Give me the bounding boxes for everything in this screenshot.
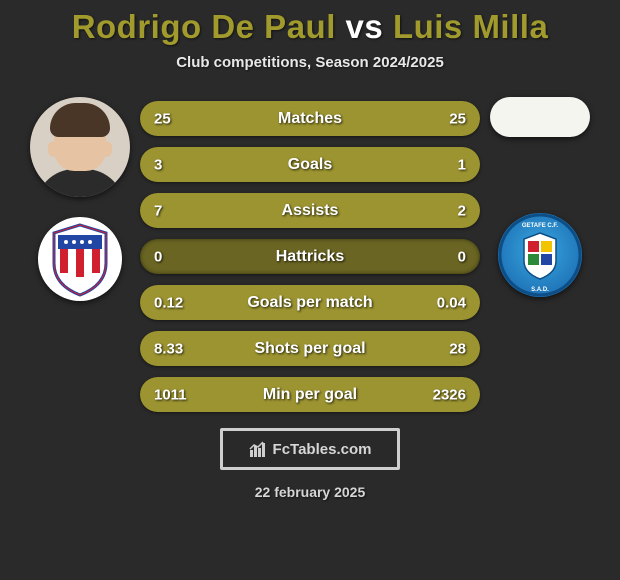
stat-label: Shots per goal — [254, 340, 365, 358]
stat-value-left: 3 — [154, 156, 162, 173]
right-column: GETAFE C.F. S.A.D. — [480, 89, 600, 412]
stat-label: Min per goal — [263, 386, 357, 404]
stat-value-right: 2 — [458, 202, 466, 219]
left-column — [20, 89, 140, 412]
stat-label: Matches — [278, 110, 342, 128]
stat-bar: 0 0 Hattricks — [140, 239, 480, 274]
stat-bar: 3 1 Goals — [140, 147, 480, 182]
svg-text:S.A.D.: S.A.D. — [531, 287, 549, 293]
stat-value-right: 0.04 — [437, 294, 466, 311]
page-title: Rodrigo De Paul vs Luis Milla — [72, 8, 549, 46]
player1-avatar — [30, 97, 130, 197]
stats-column: 25 25 Matches 3 1 Goals 7 2 Assists 0 0 Hattricks 0.… — [140, 89, 480, 412]
stat-bar: 25 25 Matches — [140, 101, 480, 136]
stat-value-left: 25 — [154, 110, 171, 127]
stat-value-right: 1 — [458, 156, 466, 173]
watermark-text: FcTables.com — [273, 441, 372, 458]
stat-bar: 1011 2326 Min per goal — [140, 377, 480, 412]
stat-fill-right — [405, 193, 480, 228]
stat-bar: 7 2 Assists — [140, 193, 480, 228]
stat-fill-left — [140, 193, 405, 228]
stat-fill-right — [395, 147, 480, 182]
stat-label: Goals per match — [247, 294, 372, 312]
date: 22 february 2025 — [255, 484, 366, 500]
stat-value-right: 28 — [449, 340, 466, 357]
comparison-card: Rodrigo De Paul vs Luis Milla Club compe… — [0, 0, 620, 580]
bars-icon — [249, 440, 267, 458]
title-vs: vs — [346, 8, 384, 45]
stat-value-right: 0 — [458, 248, 466, 265]
stat-label: Assists — [282, 202, 339, 220]
title-player2: Luis Milla — [393, 8, 548, 45]
stat-value-left: 0.12 — [154, 294, 183, 311]
stat-label: Hattricks — [276, 248, 344, 266]
svg-text:GETAFE C.F.: GETAFE C.F. — [522, 223, 559, 229]
stat-bar: 0.12 0.04 Goals per match — [140, 285, 480, 320]
stat-bar: 8.33 28 Shots per goal — [140, 331, 480, 366]
watermark: FcTables.com — [220, 428, 400, 470]
title-player1: Rodrigo De Paul — [72, 8, 336, 45]
subtitle: Club competitions, Season 2024/2025 — [176, 54, 444, 71]
stat-fill-left — [140, 147, 395, 182]
stat-value-left: 0 — [154, 248, 162, 265]
stat-value-left: 8.33 — [154, 340, 183, 357]
atletico-madrid-crest — [38, 217, 122, 301]
stat-value-right: 2326 — [433, 386, 466, 403]
stat-value-left: 1011 — [154, 386, 187, 403]
stat-label: Goals — [288, 156, 332, 174]
stat-value-right: 25 — [449, 110, 466, 127]
stat-value-left: 7 — [154, 202, 162, 219]
getafe-crest: GETAFE C.F. S.A.D. — [498, 213, 582, 297]
player2-avatar — [490, 97, 590, 137]
main-row: 25 25 Matches 3 1 Goals 7 2 Assists 0 0 Hattricks 0.… — [0, 89, 620, 412]
